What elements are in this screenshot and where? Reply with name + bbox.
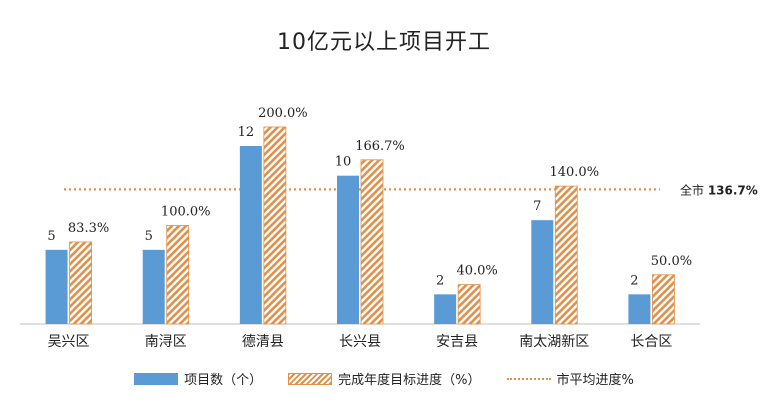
bar-count bbox=[45, 249, 68, 324]
data-label-progress: 200.0% bbox=[258, 106, 308, 121]
bar-progress bbox=[69, 241, 92, 325]
data-label-progress: 40.0% bbox=[456, 264, 497, 279]
data-label-progress: 83.3% bbox=[68, 221, 109, 236]
bar-progress bbox=[554, 185, 578, 325]
legend-swatch-progress bbox=[288, 372, 333, 385]
legend-label-average: 市平均进度% bbox=[556, 373, 634, 388]
data-label-count: 2 bbox=[436, 273, 444, 288]
legend-item-average: 市平均进度% bbox=[506, 369, 634, 388]
bar-progress bbox=[360, 159, 384, 325]
x-tick-label: 长合区 bbox=[630, 334, 672, 350]
bar-count bbox=[337, 175, 359, 324]
x-tick-label: 南太湖新区 bbox=[519, 334, 589, 350]
chart-title: 10亿元以上项目开工 bbox=[277, 30, 491, 55]
data-label-count: 10 bbox=[335, 155, 352, 170]
data-label-count: 5 bbox=[47, 229, 55, 244]
chart-legend: 项目数（个） 完成年度目标进度（%） 市平均进度% bbox=[0, 369, 768, 388]
x-tick-label: 德清县 bbox=[242, 334, 284, 350]
bar-progress bbox=[263, 126, 287, 325]
legend-label-count: 项目数（个） bbox=[184, 373, 263, 388]
bar-count bbox=[239, 146, 262, 324]
data-label-progress: 140.0% bbox=[549, 165, 599, 180]
average-reference-label: 全市 136.7% bbox=[680, 182, 758, 197]
data-label-count: 7 bbox=[533, 199, 541, 214]
data-label-progress: 166.7% bbox=[355, 139, 405, 154]
data-label-count: 5 bbox=[145, 229, 153, 244]
data-label-count: 12 bbox=[238, 125, 255, 140]
legend-swatch-average bbox=[506, 377, 551, 380]
legend-item-count: 项目数（个） bbox=[134, 369, 262, 388]
bar-progress bbox=[652, 274, 675, 325]
legend-item-progress: 完成年度目标进度（%） bbox=[288, 369, 481, 388]
bar-count bbox=[531, 220, 554, 324]
x-tick-label: 南浔区 bbox=[145, 334, 187, 350]
bar-count bbox=[434, 294, 457, 324]
data-label-progress: 100.0% bbox=[161, 205, 211, 220]
bar-progress bbox=[166, 225, 190, 325]
data-label-count: 2 bbox=[630, 273, 638, 288]
legend-label-progress: 完成年度目标进度（%） bbox=[338, 373, 481, 388]
legend-swatch-count bbox=[134, 372, 179, 385]
bar-count bbox=[142, 249, 165, 324]
data-label-progress: 50.0% bbox=[651, 254, 692, 269]
x-tick-label: 长兴县 bbox=[339, 334, 381, 350]
x-tick-label: 安吉县 bbox=[436, 334, 478, 350]
bar-count bbox=[628, 294, 651, 324]
x-tick-label: 吴兴区 bbox=[48, 334, 90, 350]
bar-progress bbox=[457, 284, 481, 325]
